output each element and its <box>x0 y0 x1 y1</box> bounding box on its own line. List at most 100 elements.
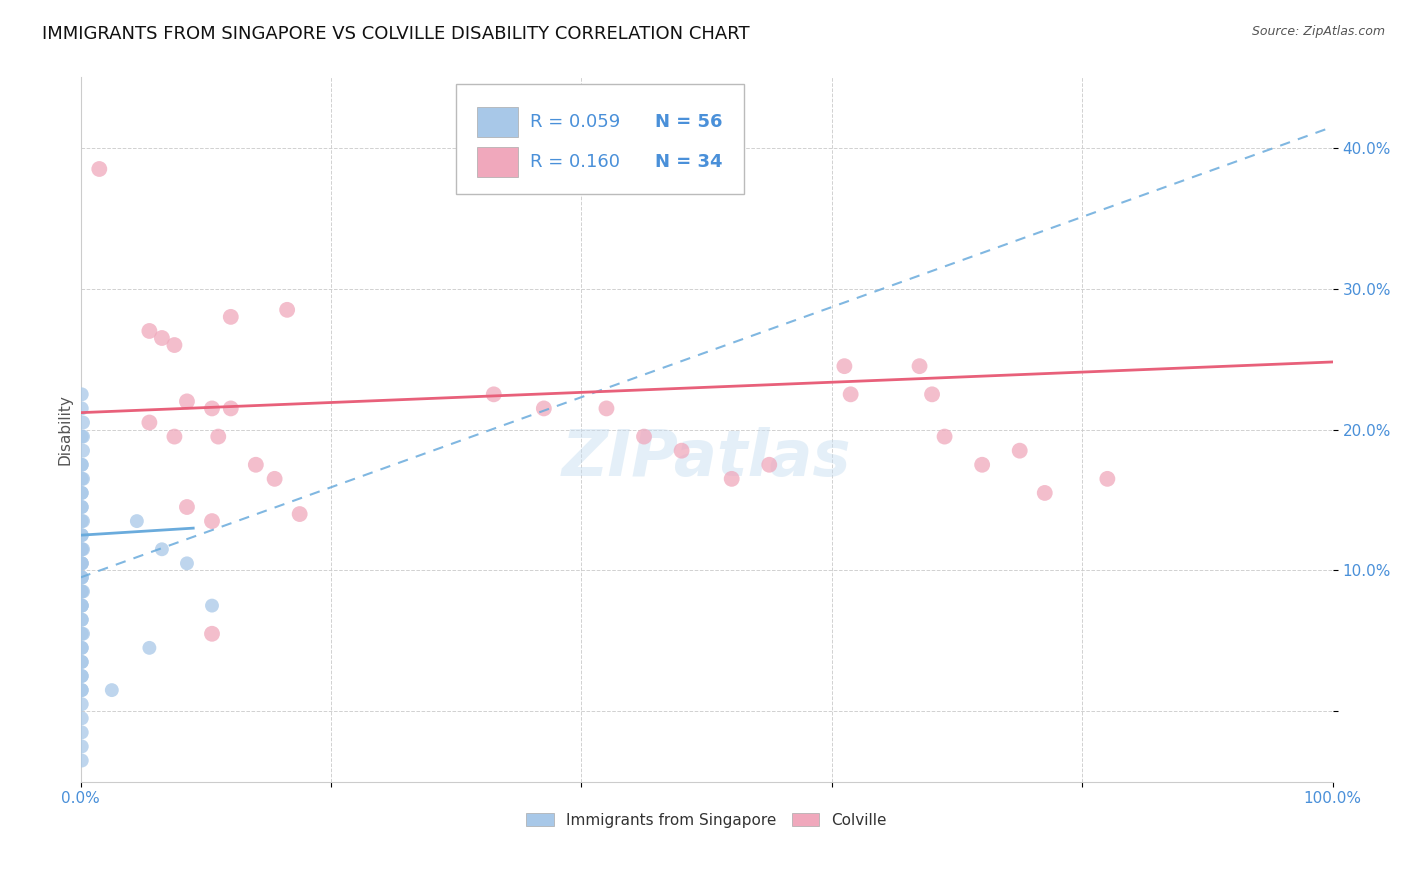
Text: ZIPatlas: ZIPatlas <box>562 426 852 489</box>
Point <box>72 443 94 458</box>
Point <box>70 613 93 627</box>
Point <box>70 429 93 443</box>
Point <box>70 655 93 669</box>
Point <box>70 599 93 613</box>
Point <box>70 683 93 698</box>
Point <box>70 387 93 401</box>
Point <box>70 655 93 669</box>
Point <box>70 458 93 472</box>
Point <box>201 599 224 613</box>
Point <box>908 359 931 374</box>
Point <box>101 683 124 698</box>
Point <box>72 542 94 557</box>
Point <box>72 416 94 430</box>
Point <box>150 331 173 345</box>
Point <box>70 486 93 500</box>
Point <box>921 387 943 401</box>
Point <box>72 627 94 641</box>
Point <box>125 514 148 528</box>
Bar <box>478 107 517 136</box>
Point <box>70 570 93 584</box>
Point <box>70 584 93 599</box>
Point <box>263 472 285 486</box>
Point <box>70 557 93 571</box>
Point <box>70 486 93 500</box>
Point <box>201 401 224 416</box>
Point <box>138 640 160 655</box>
Point <box>595 401 617 416</box>
Point <box>201 627 224 641</box>
Text: Source: ZipAtlas.com: Source: ZipAtlas.com <box>1251 25 1385 38</box>
Point <box>176 394 198 409</box>
Point <box>70 472 93 486</box>
Point <box>633 429 655 443</box>
Point <box>1097 472 1119 486</box>
Point <box>72 514 94 528</box>
Point <box>70 542 93 557</box>
Point <box>276 302 298 317</box>
Point <box>176 557 198 571</box>
Point <box>70 557 93 571</box>
Point <box>720 472 742 486</box>
Point <box>70 613 93 627</box>
Point <box>934 429 956 443</box>
Point <box>163 338 186 352</box>
Point <box>758 458 780 472</box>
Text: N = 56: N = 56 <box>655 112 723 131</box>
Text: N = 34: N = 34 <box>655 153 723 171</box>
Point <box>176 500 198 514</box>
Point <box>70 458 93 472</box>
Point <box>70 640 93 655</box>
Point <box>533 401 555 416</box>
Point <box>1008 443 1031 458</box>
Point <box>70 669 93 683</box>
Point <box>70 599 93 613</box>
Point <box>70 739 93 754</box>
Text: IMMIGRANTS FROM SINGAPORE VS COLVILLE DISABILITY CORRELATION CHART: IMMIGRANTS FROM SINGAPORE VS COLVILLE DI… <box>42 25 749 43</box>
Point <box>72 429 94 443</box>
Point <box>201 514 224 528</box>
Point <box>70 570 93 584</box>
Text: R = 0.059: R = 0.059 <box>530 112 620 131</box>
Point <box>70 584 93 599</box>
Point <box>834 359 856 374</box>
Point <box>70 528 93 542</box>
FancyBboxPatch shape <box>456 85 744 194</box>
Point <box>138 324 160 338</box>
Point <box>70 570 93 584</box>
Point <box>70 500 93 514</box>
Point <box>482 387 505 401</box>
Point <box>163 429 186 443</box>
Point <box>70 640 93 655</box>
Point <box>219 310 242 324</box>
Point <box>70 725 93 739</box>
Point <box>207 429 229 443</box>
Point <box>70 627 93 641</box>
Point <box>70 599 93 613</box>
Point <box>70 500 93 514</box>
Point <box>70 542 93 557</box>
Point <box>288 507 311 521</box>
Legend: Immigrants from Singapore, Colville: Immigrants from Singapore, Colville <box>520 806 893 834</box>
Point <box>70 514 93 528</box>
Point <box>70 401 93 416</box>
Point <box>72 584 94 599</box>
Point <box>70 754 93 768</box>
Point <box>70 557 93 571</box>
Bar <box>478 147 517 177</box>
Point <box>89 161 111 176</box>
Point <box>150 542 173 557</box>
Point <box>70 669 93 683</box>
Point <box>70 528 93 542</box>
Point <box>839 387 862 401</box>
Point <box>72 472 94 486</box>
Point <box>70 697 93 711</box>
Y-axis label: Disability: Disability <box>58 394 72 465</box>
Point <box>70 711 93 725</box>
Point <box>1033 486 1056 500</box>
Point <box>245 458 267 472</box>
Point <box>219 401 242 416</box>
Point <box>138 416 160 430</box>
Text: R = 0.160: R = 0.160 <box>530 153 620 171</box>
Point <box>671 443 693 458</box>
